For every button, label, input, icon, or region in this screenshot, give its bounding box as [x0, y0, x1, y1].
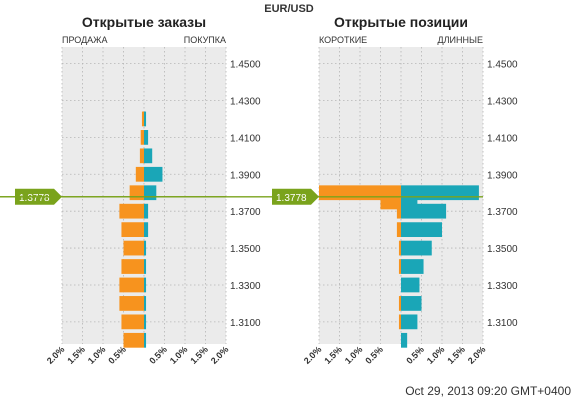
bar-right — [144, 185, 157, 201]
bar-right — [401, 296, 422, 311]
bar-left — [135, 166, 144, 182]
panel-title: Открытые позиции — [334, 14, 468, 30]
y-tick-label: 1.3900 — [230, 170, 261, 181]
y-tick-label: 1.3700 — [487, 207, 518, 218]
bar-right — [401, 314, 418, 330]
y-tick-label: 1.3500 — [487, 244, 518, 255]
bar-left — [398, 314, 401, 330]
x-tick-label: 1.5% — [322, 344, 344, 366]
bar-left — [129, 185, 144, 201]
y-tick-label: 1.3300 — [230, 281, 261, 292]
x-tick-label: 2.0% — [302, 344, 324, 366]
x-tick-label: 2.0% — [45, 344, 67, 366]
x-tick-label: 1.0% — [343, 344, 365, 366]
bar-right — [144, 314, 147, 330]
y-tick-label: 1.4100 — [487, 133, 518, 144]
bar-left — [319, 185, 401, 201]
left-side-label: ПРОДАЖА — [62, 35, 108, 45]
y-tick-label: 1.3100 — [487, 318, 518, 329]
bar-right — [144, 296, 147, 311]
current-price-label: 1.3778 — [19, 193, 50, 204]
bar-right — [401, 259, 424, 274]
y-tick-label: 1.3700 — [230, 207, 261, 218]
bar-left — [119, 277, 144, 293]
bar-right — [401, 332, 408, 348]
x-tick-label: 0.5% — [363, 344, 385, 366]
bar-left — [139, 148, 144, 164]
x-tick-label: 1.0% — [86, 344, 108, 366]
bar-left — [123, 332, 144, 348]
bar-left — [396, 222, 401, 238]
y-tick-label: 1.3300 — [487, 281, 518, 292]
bar-left — [398, 296, 401, 311]
bar-right — [144, 222, 149, 238]
bar-right — [401, 240, 432, 256]
bar-right — [144, 259, 147, 274]
bar-left — [141, 111, 144, 127]
x-tick-label: 2.0% — [209, 344, 231, 366]
bar-left — [121, 222, 144, 238]
x-tick-label: 2.0% — [466, 344, 488, 366]
bar-right — [144, 166, 163, 182]
y-tick-label: 1.4300 — [487, 96, 518, 107]
right-side-label: ПОКУПКА — [184, 35, 226, 45]
bar-left — [121, 259, 144, 274]
bar-right — [144, 332, 147, 348]
y-tick-label: 1.4500 — [487, 60, 518, 71]
x-tick-label: 1.0% — [168, 344, 190, 366]
bar-left — [398, 259, 401, 274]
bar-right — [144, 203, 149, 219]
x-tick-label: 1.5% — [445, 344, 467, 366]
y-tick-label: 1.3500 — [230, 244, 261, 255]
bar-right — [144, 130, 149, 145]
bar-left — [123, 240, 144, 256]
bar-left — [119, 296, 144, 311]
bar-left — [140, 130, 144, 145]
bar-left — [398, 240, 401, 256]
y-tick-label: 1.3900 — [487, 170, 518, 181]
current-price-label: 1.3778 — [276, 193, 307, 204]
x-tick-label: 1.5% — [65, 344, 87, 366]
panel-title: Открытые заказы — [82, 14, 206, 30]
x-tick-label: 0.5% — [404, 344, 426, 366]
x-tick-label: 1.5% — [188, 344, 210, 366]
x-tick-label: 0.5% — [147, 344, 169, 366]
bar-right — [144, 240, 147, 256]
bar-right — [144, 148, 153, 164]
bar-right — [144, 111, 147, 127]
x-tick-label: 1.0% — [425, 344, 447, 366]
y-tick-label: 1.3100 — [230, 318, 261, 329]
right-side-label: ДЛИННЫЕ — [438, 35, 483, 45]
y-tick-label: 1.4500 — [230, 60, 261, 71]
main-title: EUR/USD — [264, 3, 314, 15]
left-side-label: КОРОТКИЕ — [319, 35, 367, 45]
timestamp: Oct 29, 2013 09:20 GMT+0400 — [405, 384, 571, 398]
y-tick-label: 1.4300 — [230, 96, 261, 107]
bar-left — [396, 203, 401, 219]
y-tick-label: 1.4100 — [230, 133, 261, 144]
bar-left — [119, 203, 144, 219]
bar-right — [401, 222, 442, 238]
bar-right — [401, 185, 479, 201]
current-price-marker — [272, 188, 319, 205]
bar-left — [121, 314, 144, 330]
bar-right — [144, 277, 147, 293]
bar-right — [401, 277, 420, 293]
